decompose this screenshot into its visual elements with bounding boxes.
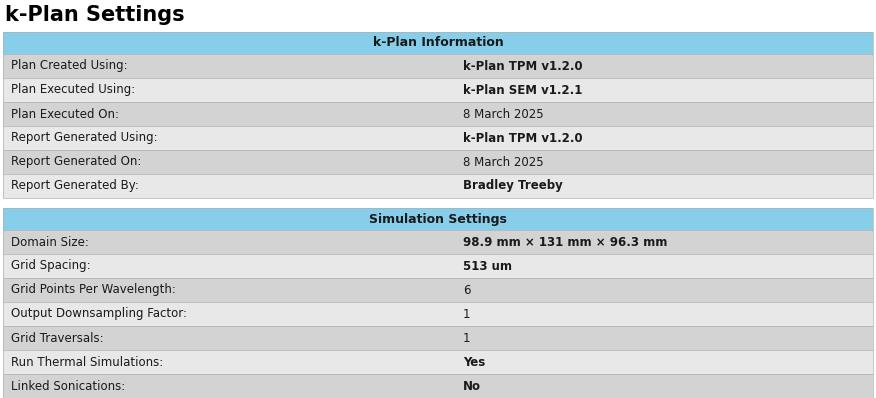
Text: Output Downsampling Factor:: Output Downsampling Factor: <box>11 308 187 320</box>
Text: Run Thermal Simulations:: Run Thermal Simulations: <box>11 355 163 369</box>
Text: Report Generated Using:: Report Generated Using: <box>11 131 158 144</box>
Bar <box>3 174 873 198</box>
Text: 98.9 mm × 131 mm × 96.3 mm: 98.9 mm × 131 mm × 96.3 mm <box>463 236 668 248</box>
Text: Grid Spacing:: Grid Spacing: <box>11 259 90 273</box>
Bar <box>3 230 873 254</box>
Bar <box>3 230 873 254</box>
Bar <box>3 102 873 126</box>
Bar <box>3 254 873 278</box>
Bar <box>3 32 873 54</box>
Text: Yes: Yes <box>463 355 485 369</box>
Bar <box>3 208 873 230</box>
Bar <box>3 374 873 398</box>
Bar <box>3 350 873 374</box>
Text: k-Plan TPM v1.2.0: k-Plan TPM v1.2.0 <box>463 59 583 72</box>
Text: Plan Executed Using:: Plan Executed Using: <box>11 84 135 96</box>
Bar <box>3 174 873 198</box>
Text: Bradley Treeby: Bradley Treeby <box>463 179 562 193</box>
Bar <box>3 78 873 102</box>
Bar <box>3 126 873 150</box>
Bar <box>3 374 873 398</box>
Bar <box>3 54 873 78</box>
Text: 513 um: 513 um <box>463 259 512 273</box>
Text: k-Plan TPM v1.2.0: k-Plan TPM v1.2.0 <box>463 131 583 144</box>
Bar <box>3 326 873 350</box>
Text: 6: 6 <box>463 283 470 297</box>
Text: k-Plan Settings: k-Plan Settings <box>5 5 185 25</box>
Bar <box>3 102 873 126</box>
Text: No: No <box>463 380 481 392</box>
Bar <box>3 78 873 102</box>
Text: Domain Size:: Domain Size: <box>11 236 88 248</box>
Text: Report Generated By:: Report Generated By: <box>11 179 139 193</box>
Bar <box>3 32 873 54</box>
Text: Grid Traversals:: Grid Traversals: <box>11 332 103 345</box>
Text: k-Plan Information: k-Plan Information <box>372 37 504 49</box>
Bar <box>3 302 873 326</box>
Text: Simulation Settings: Simulation Settings <box>369 213 507 226</box>
Bar <box>3 278 873 302</box>
Text: Grid Points Per Wavelength:: Grid Points Per Wavelength: <box>11 283 176 297</box>
Bar <box>3 326 873 350</box>
Text: Report Generated On:: Report Generated On: <box>11 156 141 168</box>
Bar <box>3 150 873 174</box>
Bar <box>3 126 873 150</box>
Text: 8 March 2025: 8 March 2025 <box>463 156 544 168</box>
Text: 1: 1 <box>463 332 470 345</box>
Text: Linked Sonications:: Linked Sonications: <box>11 380 125 392</box>
Bar <box>3 254 873 278</box>
Bar <box>3 302 873 326</box>
Bar <box>3 350 873 374</box>
Bar <box>3 150 873 174</box>
Bar <box>3 278 873 302</box>
Bar <box>3 54 873 78</box>
Text: k-Plan SEM v1.2.1: k-Plan SEM v1.2.1 <box>463 84 583 96</box>
Bar <box>3 208 873 230</box>
Text: 1: 1 <box>463 308 470 320</box>
Text: Plan Executed On:: Plan Executed On: <box>11 107 119 121</box>
Text: 8 March 2025: 8 March 2025 <box>463 107 544 121</box>
Text: Plan Created Using:: Plan Created Using: <box>11 59 128 72</box>
